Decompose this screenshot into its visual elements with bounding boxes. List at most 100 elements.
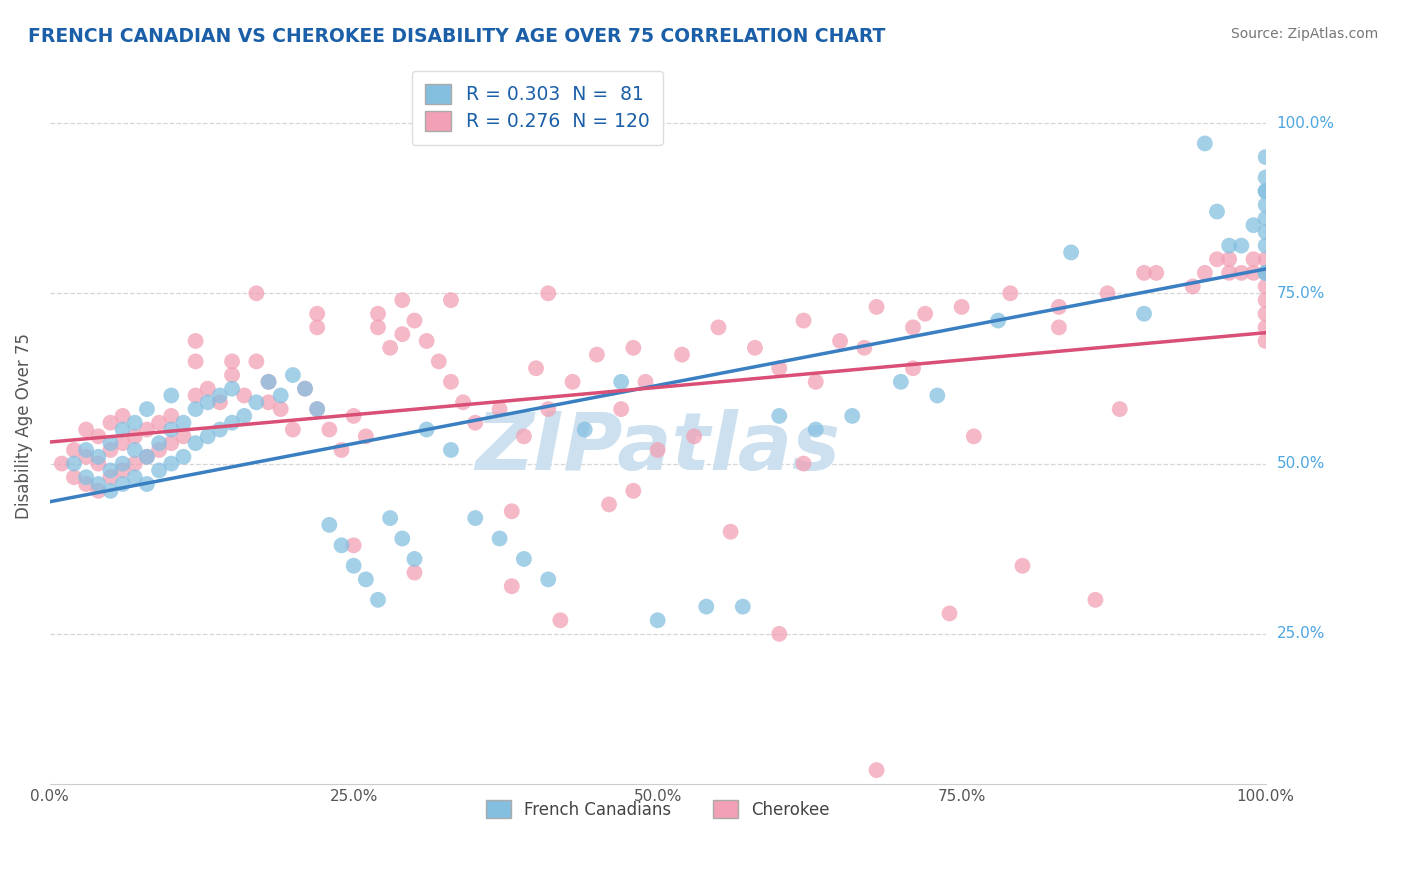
Point (1254, 225, 1277, 239)
Text: Source: ZipAtlas.com: Source: ZipAtlas.com (1230, 27, 1378, 41)
Point (901, 361, 924, 376)
Point (111, 423, 134, 437)
Point (1243, 218, 1265, 232)
Point (221, 354, 243, 368)
Point (440, 375, 463, 389)
Point (136, 450, 159, 464)
Point (208, 423, 231, 437)
Point (63, 457, 86, 471)
Point (451, 395, 474, 409)
Point (744, 341, 766, 355)
Point (1108, 402, 1130, 417)
Point (404, 552, 426, 566)
Point (1254, 266, 1277, 280)
Point (804, 423, 827, 437)
Point (621, 483, 644, 498)
Point (281, 423, 304, 437)
Point (1254, 211, 1277, 226)
Point (87, 457, 110, 471)
Point (1133, 307, 1156, 321)
Point (245, 395, 267, 409)
Text: ZIPatlas: ZIPatlas (475, 409, 841, 486)
Point (233, 409, 256, 423)
Point (1254, 198, 1277, 212)
Point (100, 463, 122, 477)
Point (1047, 300, 1070, 314)
Point (343, 409, 366, 423)
Point (501, 504, 523, 518)
Legend: French Canadians, Cherokee: French Canadians, Cherokee (479, 794, 837, 825)
Point (87, 450, 110, 464)
Point (378, 511, 401, 525)
Point (257, 375, 280, 389)
Point (731, 599, 754, 614)
Point (172, 429, 194, 443)
Point (75, 442, 97, 457)
Point (100, 416, 122, 430)
Point (160, 423, 183, 437)
Point (804, 375, 827, 389)
Point (987, 313, 1010, 327)
Point (950, 300, 973, 314)
Text: 25.0%: 25.0% (1277, 626, 1324, 641)
Point (343, 558, 366, 573)
Point (1218, 266, 1240, 280)
Point (111, 409, 134, 423)
Point (354, 429, 377, 443)
Point (391, 293, 413, 307)
Point (793, 313, 815, 327)
Point (1254, 238, 1277, 252)
Point (1254, 266, 1277, 280)
Point (488, 532, 510, 546)
Point (136, 450, 159, 464)
Point (634, 375, 657, 389)
Point (1206, 204, 1229, 219)
Point (1218, 252, 1240, 267)
Point (221, 368, 243, 382)
Point (87, 483, 110, 498)
Point (1243, 252, 1265, 267)
Point (233, 388, 256, 402)
Point (440, 442, 463, 457)
Point (330, 442, 353, 457)
Point (938, 607, 960, 621)
Point (1254, 320, 1277, 334)
Point (537, 402, 560, 417)
Point (307, 402, 329, 417)
Point (75, 423, 97, 437)
Point (281, 368, 304, 382)
Point (184, 354, 207, 368)
Point (488, 402, 510, 417)
Point (307, 307, 329, 321)
Point (51, 457, 73, 471)
Point (221, 416, 243, 430)
Point (172, 450, 194, 464)
Point (367, 592, 389, 607)
Point (1254, 334, 1277, 348)
Point (598, 498, 620, 512)
Point (1230, 266, 1253, 280)
Point (197, 395, 219, 409)
Point (270, 388, 292, 402)
Point (415, 423, 437, 437)
Point (257, 395, 280, 409)
Point (720, 524, 742, 539)
Point (1254, 150, 1277, 164)
Point (464, 416, 486, 430)
Point (695, 599, 717, 614)
Point (111, 436, 134, 450)
Point (294, 382, 316, 396)
Point (1254, 184, 1277, 198)
Point (927, 388, 949, 402)
Point (294, 382, 316, 396)
Point (111, 477, 134, 491)
Point (828, 334, 851, 348)
Point (160, 436, 183, 450)
Point (75, 450, 97, 464)
Point (621, 341, 644, 355)
Point (343, 538, 366, 552)
Point (610, 402, 633, 417)
Point (501, 579, 523, 593)
Point (367, 307, 389, 321)
Point (100, 483, 122, 498)
